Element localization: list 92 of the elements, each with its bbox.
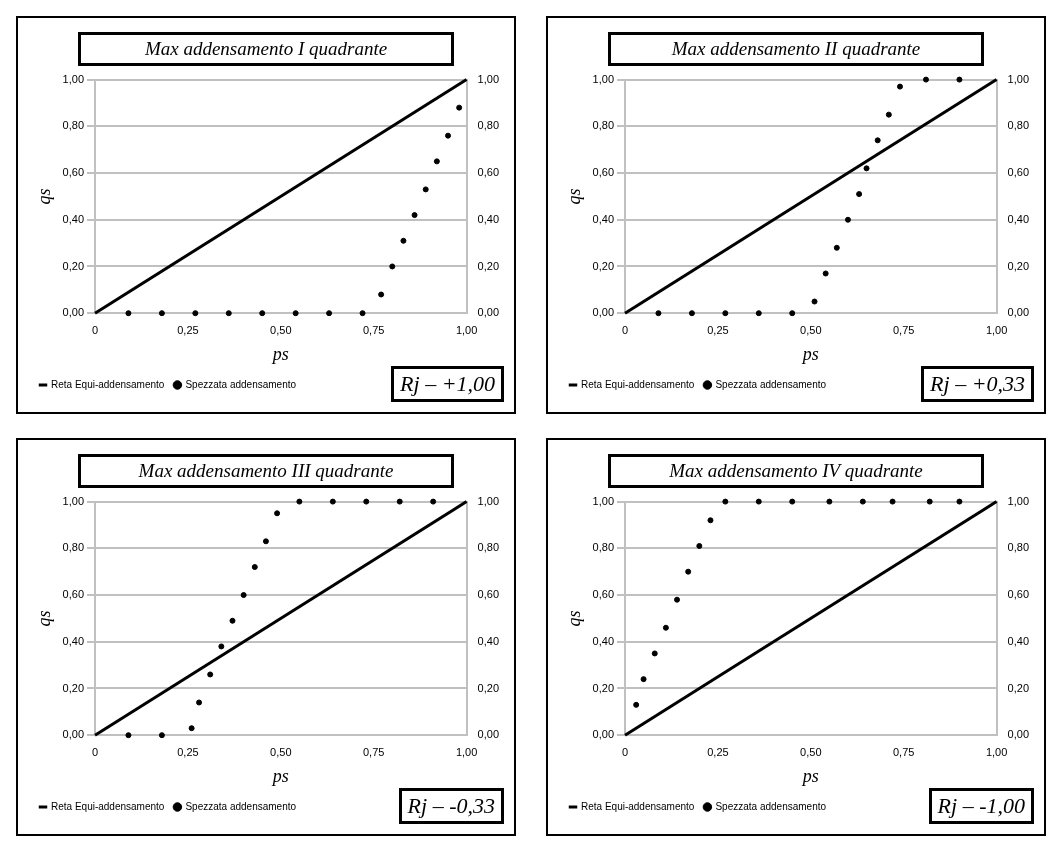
- y2-tick-label: 0,60: [477, 588, 500, 601]
- legend-label: Spezzata addensamento: [715, 800, 827, 812]
- y2-tick-label: 1,00: [477, 494, 500, 507]
- x-axis-title: ps: [800, 343, 819, 364]
- y-tick-label: 1,00: [592, 494, 615, 507]
- legend-label: Reta Equi-addensamento: [51, 378, 165, 390]
- chart-title: Max addensamento III quadrante: [78, 454, 454, 488]
- legend-label: Spezzata addensamento: [715, 378, 827, 390]
- chart-title: Max addensamento IV quadrante: [608, 454, 984, 488]
- y2-tick-label: 1,00: [1007, 72, 1030, 85]
- text: Rj – +1,00: [391, 366, 504, 402]
- y2-tick-label: 0,20: [477, 259, 500, 272]
- y2-tick-label: 0,20: [1007, 681, 1030, 694]
- text: Rj – +0,33: [921, 366, 1034, 402]
- y2-tick-label: 0,20: [477, 681, 500, 694]
- y2-tick-label: 0,20: [1007, 259, 1030, 272]
- x-tick-label: 0,50: [800, 323, 822, 336]
- y2-tick-label: 0,80: [477, 541, 500, 554]
- y-axis-title: qs: [563, 610, 584, 627]
- y-tick-label: 0,00: [592, 306, 615, 319]
- y-tick-label: 0,20: [62, 681, 85, 694]
- text: Rj – -0,33: [398, 788, 504, 824]
- y2-tick-label: 0,00: [1007, 306, 1030, 319]
- y-tick-label: 0,60: [592, 166, 615, 179]
- legend-label: Reta Equi-addensamento: [581, 378, 695, 390]
- legend-label: Spezzata addensamento: [185, 378, 297, 390]
- y-axis-title: qs: [33, 610, 54, 627]
- x-tick-label: 0,25: [177, 323, 199, 336]
- x-tick-label: 0,50: [270, 323, 292, 336]
- y-tick-label: 0,40: [592, 212, 615, 225]
- y2-tick-label: 0,80: [1007, 541, 1030, 554]
- y-tick-label: 0,40: [62, 212, 85, 225]
- x-tick-label: 0,75: [892, 323, 915, 336]
- x-tick-label: 0: [91, 745, 99, 758]
- y2-tick-label: 0,00: [1007, 728, 1030, 741]
- x-tick-label: 0,75: [362, 745, 385, 758]
- text: Rj – -1,00: [928, 788, 1034, 824]
- y-tick-label: 0,40: [592, 634, 615, 647]
- y2-tick-label: 0,80: [1007, 119, 1030, 132]
- y-tick-label: 0,00: [62, 306, 85, 319]
- y-tick-label: 0,80: [62, 119, 85, 132]
- x-tick-label: 0: [91, 323, 99, 336]
- y-tick-label: 0,20: [62, 259, 85, 272]
- y-tick-label: 1,00: [62, 494, 85, 507]
- y2-tick-label: 0,40: [1007, 212, 1030, 225]
- x-axis-title: ps: [800, 765, 819, 786]
- x-tick-label: 0: [621, 745, 629, 758]
- x-axis-title: ps: [270, 765, 289, 786]
- x-tick-label: 0,75: [362, 323, 385, 336]
- x-tick-label: 0,25: [707, 323, 729, 336]
- legend-label: Reta Equi-addensamento: [581, 800, 695, 812]
- x-tick-label: 0,75: [892, 745, 915, 758]
- x-tick-label: 1,00: [985, 323, 1008, 336]
- x-axis-title: ps: [270, 343, 289, 364]
- y2-tick-label: 1,00: [1007, 494, 1030, 507]
- y-tick-label: 0,60: [62, 588, 85, 601]
- chart-title: Max addensamento I quadrante: [78, 32, 454, 66]
- y2-tick-label: 0,60: [1007, 588, 1030, 601]
- x-tick-label: 0: [621, 323, 629, 336]
- y-tick-label: 0,40: [62, 634, 85, 647]
- y2-tick-label: 0,40: [477, 634, 500, 647]
- y-tick-label: 0,20: [592, 681, 615, 694]
- legend-label: Reta Equi-addensamento: [51, 800, 165, 812]
- y2-tick-label: 0,40: [1007, 634, 1030, 647]
- legend-label: Spezzata addensamento: [185, 800, 297, 812]
- x-tick-label: 0,25: [177, 745, 199, 758]
- y-tick-label: 0,20: [592, 259, 615, 272]
- y-tick-label: 1,00: [62, 72, 85, 85]
- x-tick-label: 1,00: [985, 745, 1008, 758]
- y2-tick-label: 0,60: [477, 166, 500, 179]
- y-tick-label: 0,60: [592, 588, 615, 601]
- y2-tick-label: 0,80: [477, 119, 500, 132]
- x-tick-label: 1,00: [455, 745, 478, 758]
- x-tick-label: 0,50: [800, 745, 822, 758]
- y-tick-label: 0,80: [62, 541, 85, 554]
- y-tick-label: 0,80: [592, 541, 615, 554]
- y2-tick-label: 0,60: [1007, 166, 1030, 179]
- y-axis-title: qs: [563, 188, 584, 205]
- y-tick-label: 0,00: [62, 728, 85, 741]
- y2-tick-label: 0,00: [477, 728, 500, 741]
- y2-tick-label: 0,00: [477, 306, 500, 319]
- y-tick-label: 0,00: [592, 728, 615, 741]
- x-tick-label: 0,25: [707, 745, 729, 758]
- y2-tick-label: 0,40: [477, 212, 500, 225]
- x-tick-label: 0,50: [270, 745, 292, 758]
- chart-title: Max addensamento II quadrante: [608, 32, 984, 66]
- y-tick-label: 0,80: [592, 119, 615, 132]
- y2-tick-label: 1,00: [477, 72, 500, 85]
- x-tick-label: 1,00: [455, 323, 478, 336]
- y-tick-label: 0,60: [62, 166, 85, 179]
- y-axis-title: qs: [33, 188, 54, 205]
- y-tick-label: 1,00: [592, 72, 615, 85]
